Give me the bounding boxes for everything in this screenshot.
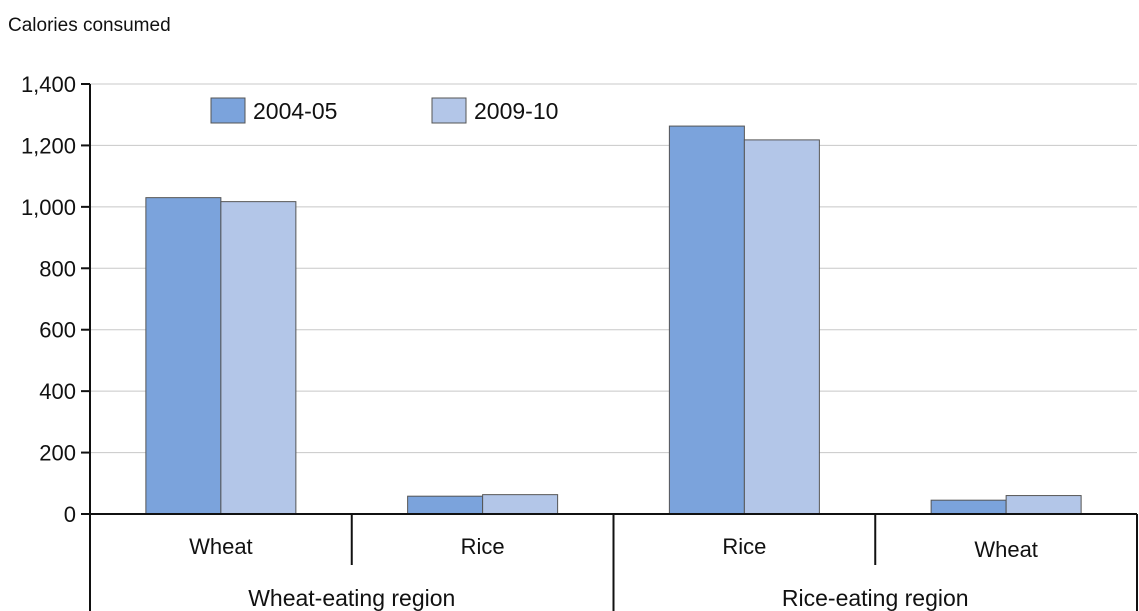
y-tick-label: 400 bbox=[39, 379, 76, 404]
category-labels: Wheat Rice Rice Wheat Wheat-eating region Ric… bbox=[189, 534, 1038, 611]
category-label: Wheat bbox=[974, 537, 1038, 562]
legend-swatch bbox=[210, 97, 246, 124]
y-tick-label: 0 bbox=[64, 502, 76, 527]
y-axis-title: Calories consumed bbox=[8, 15, 171, 36]
category-label: Rice bbox=[461, 534, 505, 559]
category-label: Wheat bbox=[189, 534, 253, 559]
y-tick-labels: 0 200 400 600 800 1,000 1,200 1,400 bbox=[21, 72, 76, 527]
bar-2009-10-rice bbox=[482, 494, 559, 515]
legend-label: 2009-10 bbox=[474, 98, 558, 124]
group-label: Wheat-eating region bbox=[248, 585, 455, 611]
legend-label: 2004-05 bbox=[253, 98, 337, 124]
bar-2004-05-wheat bbox=[145, 197, 222, 515]
bar-2004-05-wheat bbox=[930, 499, 1007, 515]
category-label: Rice bbox=[722, 534, 766, 559]
y-tick-label: 600 bbox=[39, 318, 76, 343]
bar-2004-05-rice bbox=[407, 495, 484, 515]
y-tick-label: 1,400 bbox=[21, 72, 76, 97]
bar-2009-10-rice bbox=[743, 139, 820, 515]
bar-2009-10-wheat bbox=[1005, 495, 1082, 515]
group-label: Rice-eating region bbox=[782, 585, 969, 611]
bars bbox=[145, 125, 1082, 515]
bar-2009-10-wheat bbox=[220, 201, 297, 515]
legend-swatch bbox=[431, 97, 467, 124]
y-tick-label: 1,000 bbox=[21, 195, 76, 220]
legend: 2004-05 2009-10 bbox=[210, 97, 558, 124]
y-tick-label: 200 bbox=[39, 441, 76, 466]
bar-2004-05-rice bbox=[668, 125, 745, 515]
axes bbox=[81, 83, 1138, 611]
y-tick-label: 1,200 bbox=[21, 133, 76, 158]
y-tick-label: 800 bbox=[39, 256, 76, 281]
